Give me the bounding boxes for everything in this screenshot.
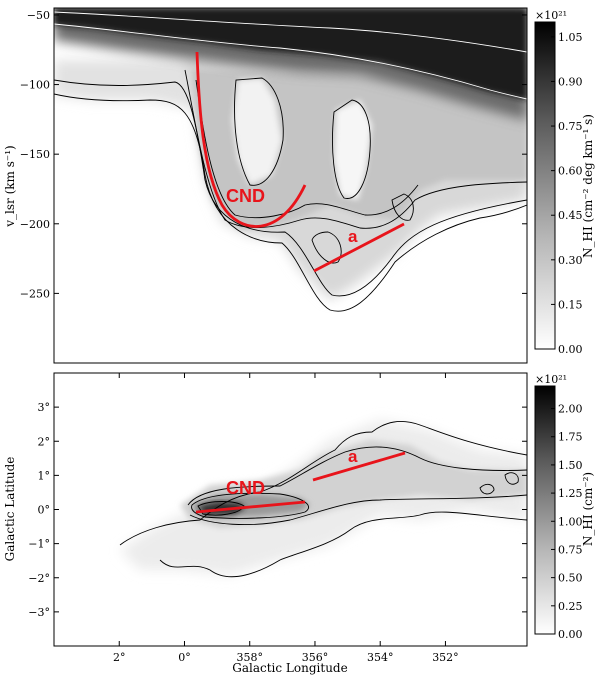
top-colorbar-tick-label: 1.05 (558, 31, 583, 44)
bottom-colorbar-tick-label: 1.50 (558, 459, 583, 472)
bottom-xtick-label: 354° (367, 651, 394, 664)
bottom-ytick-label: −2° (28, 572, 50, 585)
cnd-line-bottom (195, 500, 306, 514)
cnd-curve-top (195, 51, 307, 228)
top-white-contours (54, 11, 527, 100)
bottom-colorbar-tick-label: 1.25 (558, 487, 583, 500)
top-colorbar-tick-label: 0.45 (558, 209, 583, 222)
top-colorbar-exponent: ×10²¹ (535, 9, 567, 22)
top-colorbar-tick-label: 0.15 (558, 298, 583, 311)
feature-a-label-top: a (348, 227, 358, 246)
top-ytick-label: −100 (20, 79, 50, 92)
cnd-label-top: CND (226, 186, 265, 206)
top-ytick-label: −50 (27, 9, 50, 22)
bottom-colorbar-tick-label: 0.75 (558, 543, 583, 556)
bottom-colorbar-tick-label: 1.00 (558, 515, 583, 528)
bottom-xtick-label: 356° (302, 651, 329, 664)
feature-a-label-bottom: a (348, 447, 358, 466)
bottom-ytick-label: 1° (38, 469, 51, 482)
bottom-colorbar-tick-label: 0.25 (558, 600, 583, 613)
bottom-x-axis: 2° 0° 358° 356° 354° 352° (113, 373, 459, 664)
top-contours (54, 69, 527, 312)
feature-a-line-bottom (312, 451, 406, 482)
top-ylabel: v_lsr (km s⁻¹) (3, 145, 17, 227)
bottom-colorbar-label: N_HI (cm⁻²) (581, 472, 595, 546)
bottom-y-axis: 3° 2° 1° 0° −1° −2° −3° (28, 401, 527, 619)
top-axes-frame (53, 7, 528, 364)
bottom-panel: CND a 3° 2° 1° 0° −1° −2° −3° 2° 0° 358° 356° 354°… (3, 372, 528, 675)
top-colorbar: ×10²¹ 0.00 0.15 0.30 0.45 0.60 0.75 0.90 1.05 N… (534, 9, 595, 356)
bottom-ytick-label: −1° (28, 538, 50, 551)
bottom-ytick-label: 2° (38, 435, 51, 448)
bottom-contours (119, 421, 527, 578)
bottom-ytick-label: −3° (28, 606, 50, 619)
feature-a-line-top (313, 222, 405, 273)
bottom-colorbar-tick-label: 0.50 (558, 572, 583, 585)
bottom-colorbar-tick-label: 1.75 (558, 431, 583, 444)
top-colorbar-tick-label: 0.00 (558, 343, 583, 356)
top-colorbar-label: N_HI (cm⁻² deg km⁻¹ s) (581, 114, 595, 258)
bottom-colorbar-tick-label: 2.00 (558, 403, 583, 416)
top-ytick-label: −150 (20, 148, 50, 161)
cnd-label-bottom: CND (226, 478, 265, 498)
top-colorbar-tick-label: 0.60 (558, 165, 583, 178)
bottom-ytick-label: 0° (38, 504, 51, 517)
top-colorbar-tick-label: 0.75 (558, 120, 583, 133)
bottom-annotations: CND a (195, 447, 406, 514)
bottom-colorbar-exponent: ×10²¹ (535, 373, 567, 386)
bottom-ylabel: Galactic Latitude (3, 457, 17, 562)
top-annotations: CND a (195, 51, 405, 273)
bottom-xtick-label: 0° (178, 651, 191, 664)
top-panel: CND a −50 −100 −150 −200 −250 v_lsr (km s⁻¹) (3, 7, 528, 364)
top-ytick-label: −200 (20, 218, 50, 231)
top-colorbar-tick-label: 0.90 (558, 75, 583, 88)
top-ytick-label: −250 (20, 287, 50, 300)
bottom-ytick-label: 3° (38, 401, 51, 414)
bottom-xtick-label: 352° (432, 651, 459, 664)
top-heatmap: CND a (54, 8, 527, 312)
bottom-colorbar-tick-label: 0.00 (558, 628, 583, 641)
bottom-colorbar: ×10²¹ 0.00 0.25 0.50 0.75 1.00 1.25 1.50 1.75 2.… (534, 373, 595, 641)
bottom-xtick-label: 2° (113, 651, 126, 664)
bottom-xlabel: Galactic Longitude (232, 661, 347, 675)
top-colorbar-tick-label: 0.30 (558, 254, 583, 267)
top-y-axis: −50 −100 −150 −200 −250 (20, 9, 527, 300)
bottom-xtick-label: 358° (236, 651, 263, 664)
